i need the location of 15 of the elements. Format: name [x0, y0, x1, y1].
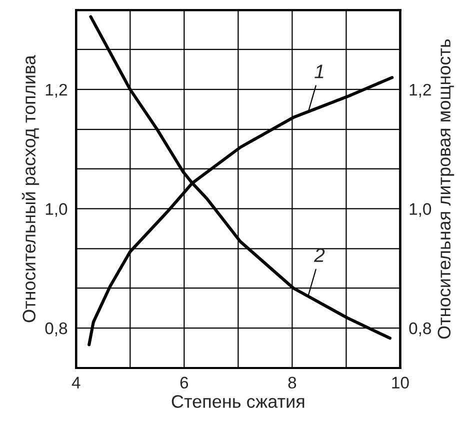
y-axis-title: Относительный расход топлива [22, 55, 40, 322]
x-tick-label: 4 [72, 376, 80, 388]
y2-axis-title: Относительная литровая мощность [438, 39, 454, 339]
y-tick-label: 1,0 [46, 203, 68, 217]
x-axis-title: Степень сжатия [172, 395, 304, 408]
y2-tick-label: 0,8 [409, 322, 431, 336]
y2-tick-label: 1,0 [410, 203, 432, 217]
y-tick-label: 0,8 [45, 322, 68, 336]
annotation: 1 [314, 64, 324, 78]
x-tick-label: 6 [180, 376, 188, 389]
x-tick-label: 8 [288, 376, 296, 389]
x-tick-label: 10 [392, 376, 409, 389]
y-tick-label: 1,2 [46, 84, 67, 98]
y2-tick-label: 1,2 [410, 84, 431, 98]
annotation: 2 [314, 248, 325, 262]
